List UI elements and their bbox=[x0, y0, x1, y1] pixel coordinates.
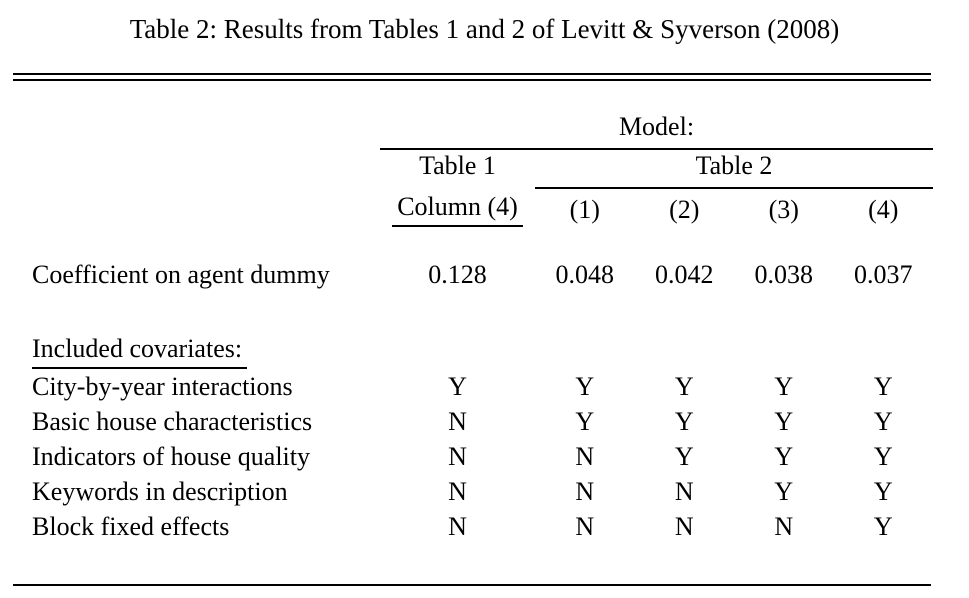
col-header-1: (1) bbox=[569, 195, 600, 224]
covariate-row: Indicators of house quality N N Y Y Y bbox=[13, 439, 933, 474]
covariate-row: Basic house characteristics N Y Y Y Y bbox=[13, 404, 933, 439]
covariate-value: Y bbox=[674, 442, 694, 471]
covariates-section-header: Included covariates: bbox=[32, 331, 248, 369]
row-label-covariate: Keywords in description bbox=[32, 477, 288, 506]
row-label-covariate: City-by-year interactions bbox=[32, 372, 293, 401]
covariate-row: City-by-year interactions Y Y Y Y Y bbox=[13, 369, 933, 404]
top-double-rule bbox=[13, 73, 931, 81]
covariate-value: Y bbox=[873, 407, 893, 436]
coefficient-value-1: 0.048 bbox=[555, 260, 615, 289]
covariate-row: Block fixed effects N N N N Y bbox=[13, 509, 933, 544]
col-group-table1-title: Table 1 bbox=[419, 151, 496, 180]
covariate-value: Y bbox=[448, 372, 467, 401]
covariate-row: Keywords in description N N N Y Y bbox=[13, 474, 933, 509]
covariate-value: N bbox=[674, 477, 694, 506]
col-header-3: (3) bbox=[768, 195, 799, 224]
header-row-columns: Column (4) (1) (2) (3) (4) bbox=[13, 189, 933, 227]
table-caption: Table 2: Results from Tables 1 and 2 of … bbox=[129, 14, 840, 44]
coefficient-value-3: 0.038 bbox=[754, 260, 814, 289]
covariate-value: Y bbox=[873, 477, 893, 506]
coefficient-value-table1: 0.128 bbox=[428, 260, 487, 289]
model-header: Model: bbox=[380, 111, 933, 150]
covariate-value: N bbox=[575, 512, 595, 541]
covariates-section-header-cell: Included covariates: bbox=[13, 331, 380, 369]
col-group-table2-title: Table 2 bbox=[535, 150, 933, 189]
row-label-covariate: Indicators of house quality bbox=[32, 442, 310, 471]
results-table: Model: Table 1 Table 2 Column (4) (1) (2… bbox=[13, 111, 933, 544]
covariate-value: Y bbox=[774, 407, 794, 436]
covariate-value: N bbox=[575, 442, 595, 471]
covariate-value: Y bbox=[774, 372, 794, 401]
covariate-value: Y bbox=[674, 372, 694, 401]
covariate-value: Y bbox=[575, 407, 595, 436]
covariate-value: N bbox=[448, 407, 467, 436]
covariate-value: N bbox=[575, 477, 595, 506]
col-header-2: (2) bbox=[669, 195, 700, 224]
covariate-value: Y bbox=[674, 407, 694, 436]
covariate-value: N bbox=[774, 512, 794, 541]
header-row-groups: Table 1 Table 2 bbox=[13, 150, 933, 189]
row-label-covariate: Block fixed effects bbox=[32, 512, 230, 541]
covariate-value: N bbox=[448, 512, 467, 541]
col-group-table1-subtitle-cell: Column (4) bbox=[380, 190, 535, 227]
header-row-model: Model: bbox=[13, 111, 933, 150]
covariate-value: Y bbox=[575, 372, 595, 401]
col-group-table1-subtitle: Column (4) bbox=[392, 190, 523, 227]
covariate-value: Y bbox=[774, 477, 794, 506]
covariate-value: N bbox=[448, 442, 467, 471]
coefficient-value-2: 0.042 bbox=[655, 260, 714, 289]
coefficient-row: Coefficient on agent dummy 0.128 0.048 0… bbox=[13, 259, 933, 291]
covariate-value: N bbox=[448, 477, 467, 506]
row-label-coefficient: Coefficient on agent dummy bbox=[32, 260, 330, 289]
coefficient-value-4: 0.037 bbox=[854, 260, 913, 289]
covariate-value: Y bbox=[873, 442, 893, 471]
row-label-covariate: Basic house characteristics bbox=[32, 407, 313, 436]
bottom-rule bbox=[13, 584, 931, 586]
covariates-section-row: Included covariates: bbox=[13, 331, 933, 369]
covariate-value: N bbox=[674, 512, 694, 541]
covariate-value: Y bbox=[873, 512, 893, 541]
covariate-value: Y bbox=[873, 372, 893, 401]
covariate-value: Y bbox=[774, 442, 794, 471]
col-header-4: (4) bbox=[868, 195, 899, 224]
